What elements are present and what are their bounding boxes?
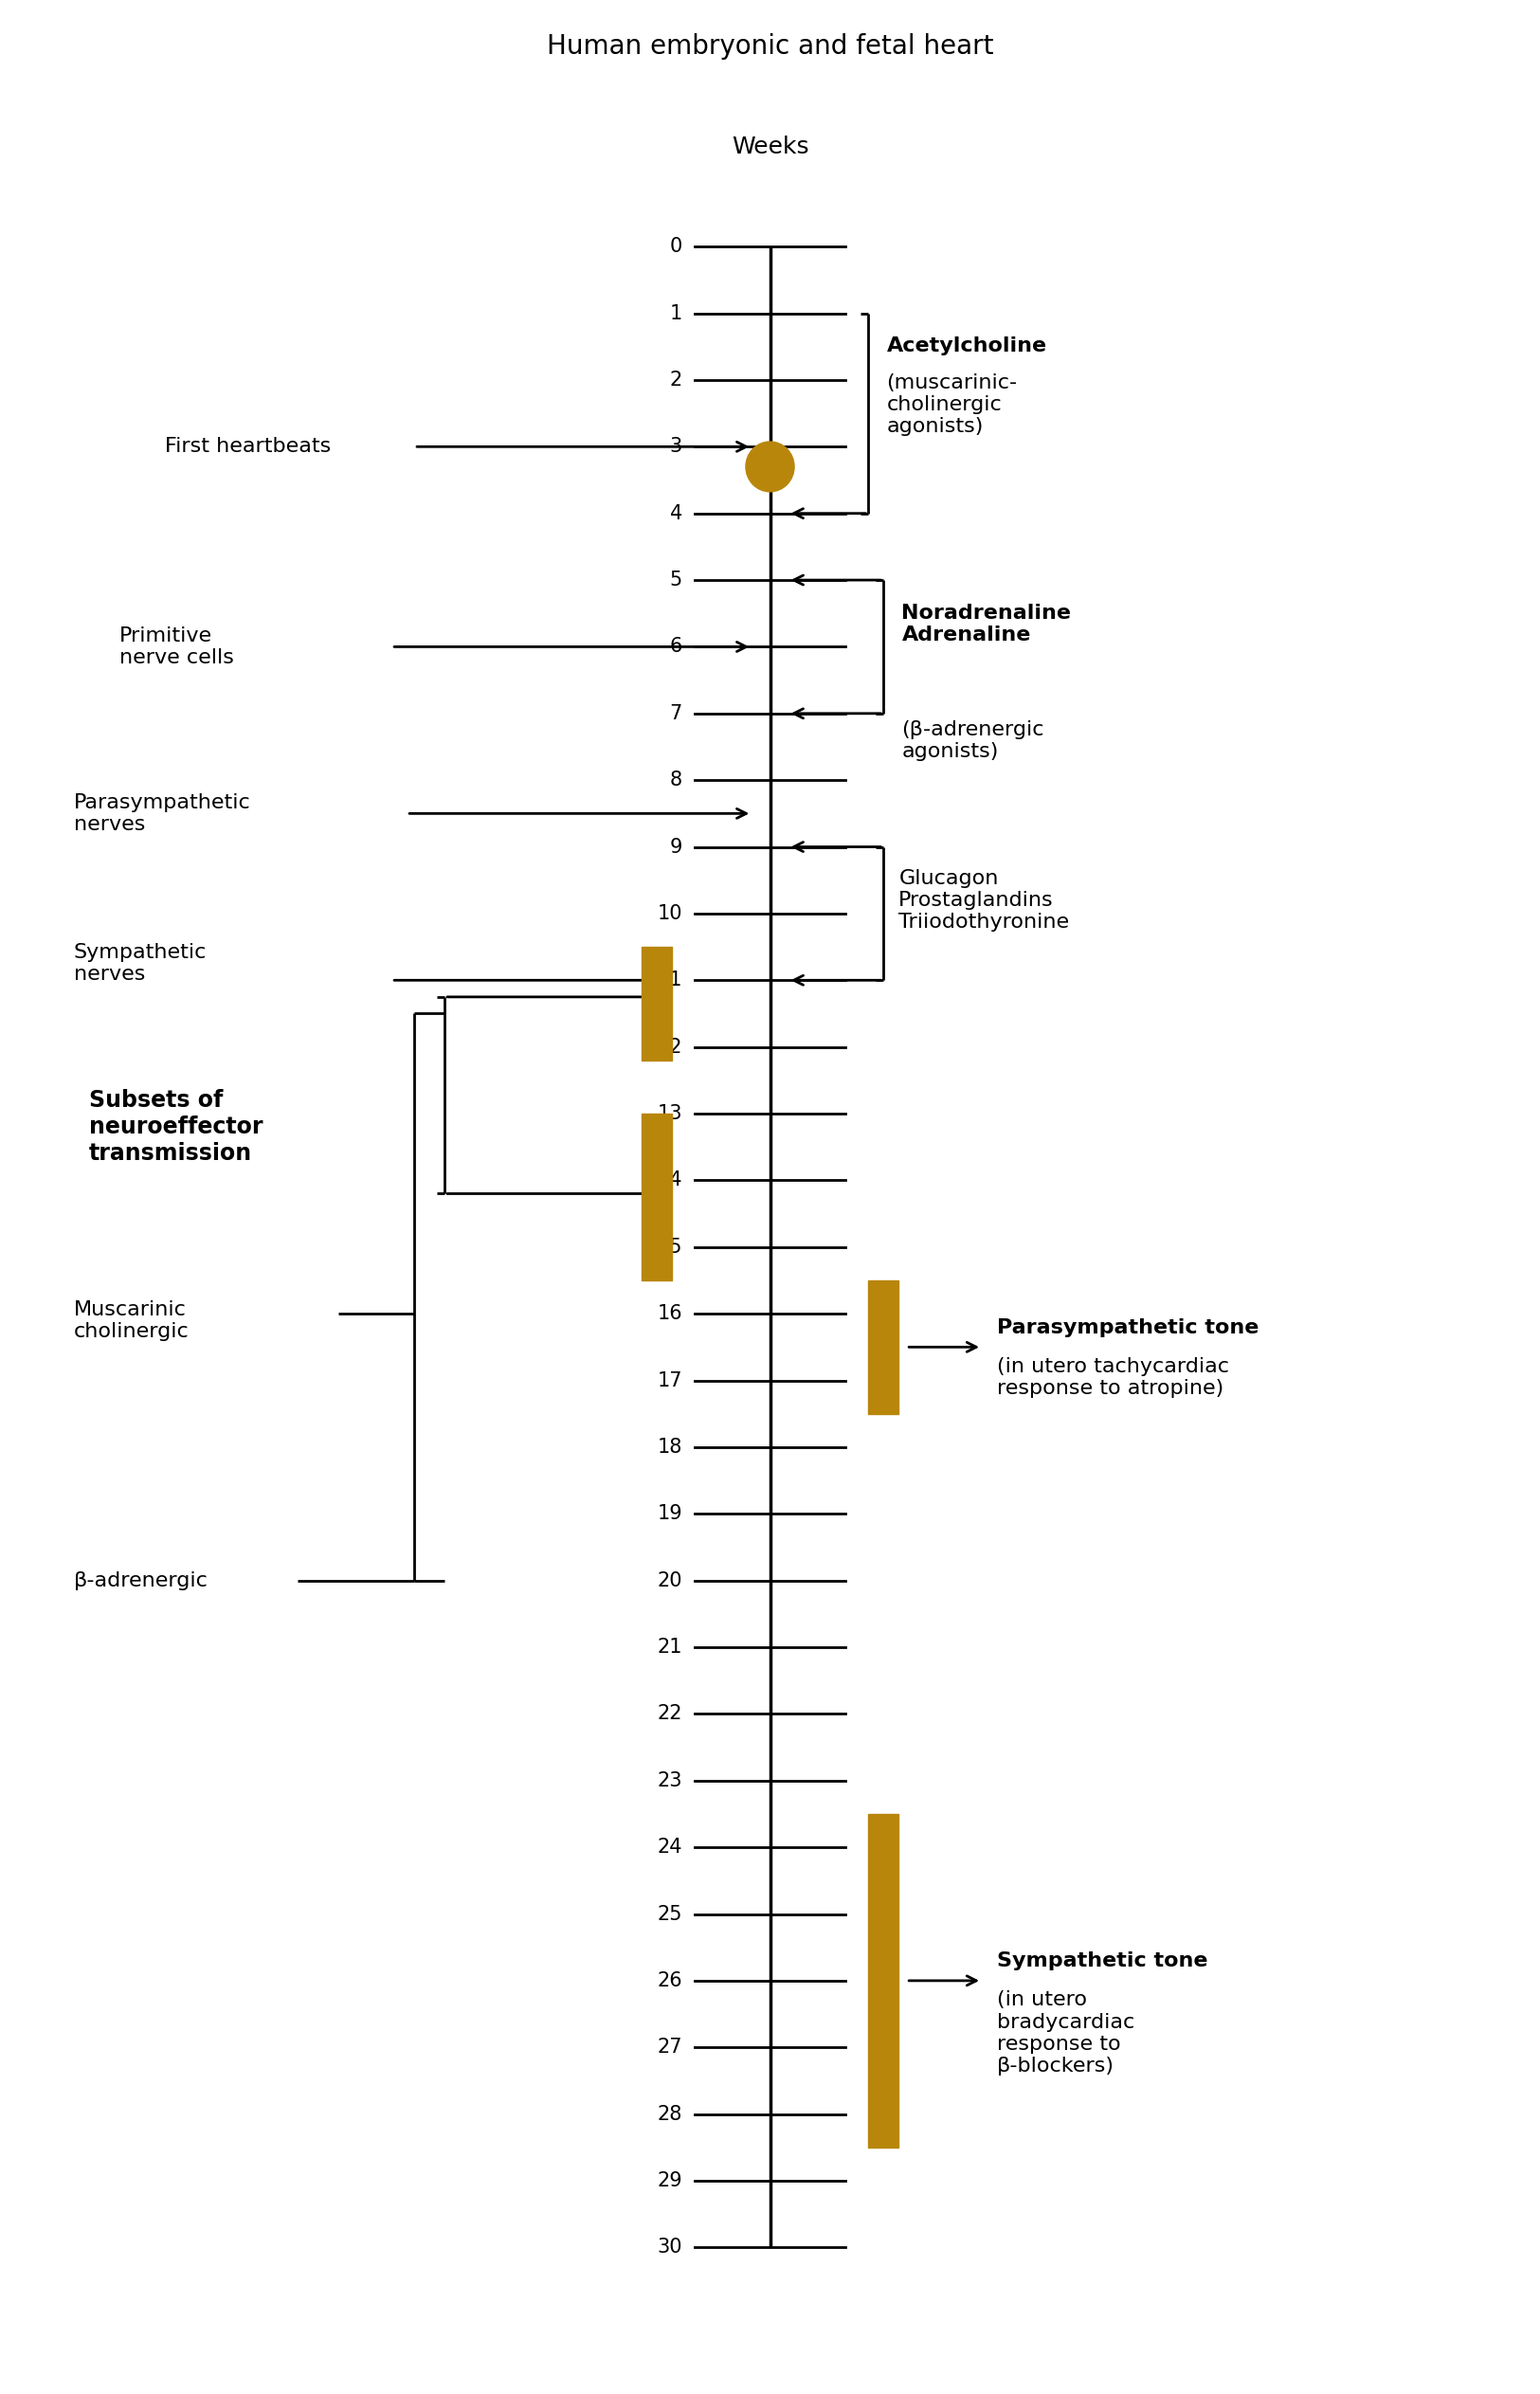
Text: Weeks: Weeks [732, 134, 809, 158]
Text: 15: 15 [658, 1238, 682, 1257]
Text: 16: 16 [658, 1305, 682, 1324]
Text: 5: 5 [670, 570, 682, 589]
Text: 25: 25 [658, 1906, 682, 1922]
Text: 13: 13 [658, 1104, 682, 1123]
Bar [641, 948, 671, 1061]
Text: (in utero tachycardiac
response to atropine): (in utero tachycardiac response to atrop… [996, 1357, 1229, 1398]
Text: First heartbeats: First heartbeats [165, 438, 331, 457]
Bar [869, 1815, 899, 2147]
Text: Sympathetic
nerves: Sympathetic nerves [74, 943, 206, 984]
Text: 20: 20 [658, 1570, 682, 1590]
Text: 27: 27 [658, 2037, 682, 2056]
Text: 4: 4 [670, 503, 682, 522]
Text: 29: 29 [658, 2171, 682, 2191]
Text: 6: 6 [670, 637, 682, 656]
Text: 8: 8 [670, 771, 682, 790]
Text: (muscarinic-
cholinergic
agonists): (muscarinic- cholinergic agonists) [887, 373, 1018, 436]
Ellipse shape [745, 440, 795, 491]
Text: Parasympathetic tone: Parasympathetic tone [996, 1319, 1260, 1338]
Text: 18: 18 [658, 1439, 682, 1456]
Text: 7: 7 [670, 704, 682, 723]
Text: Primitive
nerve cells: Primitive nerve cells [119, 627, 234, 668]
Text: 1: 1 [670, 304, 682, 323]
Text: 10: 10 [658, 905, 682, 924]
Text: Glucagon
Prostaglandins
Triiodothyronine: Glucagon Prostaglandins Triiodothyronine [899, 869, 1069, 931]
Text: 21: 21 [658, 1637, 682, 1657]
Text: 26: 26 [658, 1970, 682, 1989]
Text: 11: 11 [658, 970, 682, 989]
Text: Sympathetic tone: Sympathetic tone [996, 1951, 1207, 1970]
Text: 17: 17 [658, 1372, 682, 1391]
Bar [869, 1281, 899, 1415]
Text: Muscarinic
cholinergic: Muscarinic cholinergic [74, 1300, 189, 1341]
Text: 3: 3 [670, 438, 682, 457]
Text: 22: 22 [658, 1705, 682, 1724]
Text: Parasympathetic
nerves: Parasympathetic nerves [74, 792, 251, 833]
Text: β-adrenergic: β-adrenergic [74, 1570, 208, 1590]
Text: 12: 12 [658, 1037, 682, 1056]
Text: 14: 14 [658, 1171, 682, 1190]
Text: 24: 24 [658, 1839, 682, 1858]
Text: Acetylcholine: Acetylcholine [887, 338, 1047, 357]
Text: 0: 0 [670, 237, 682, 256]
Bar [641, 1113, 671, 1281]
Text: Human embryonic and fetal heart: Human embryonic and fetal heart [547, 34, 993, 60]
Text: 28: 28 [658, 2104, 682, 2123]
Text: 2: 2 [670, 371, 682, 390]
Text: 30: 30 [658, 2238, 682, 2258]
Text: 23: 23 [658, 1772, 682, 1791]
Text: (in utero
bradycardiac
response to
β-blockers): (in utero bradycardiac response to β-blo… [996, 1992, 1135, 2076]
Text: 9: 9 [670, 838, 682, 857]
Text: Noradrenaline
Adrenaline: Noradrenaline Adrenaline [902, 603, 1072, 644]
Text: Subsets of
neuroeffector
transmission: Subsets of neuroeffector transmission [89, 1089, 263, 1166]
Text: 19: 19 [658, 1503, 682, 1523]
Text: (β-adrenergic
agonists): (β-adrenergic agonists) [902, 721, 1044, 761]
